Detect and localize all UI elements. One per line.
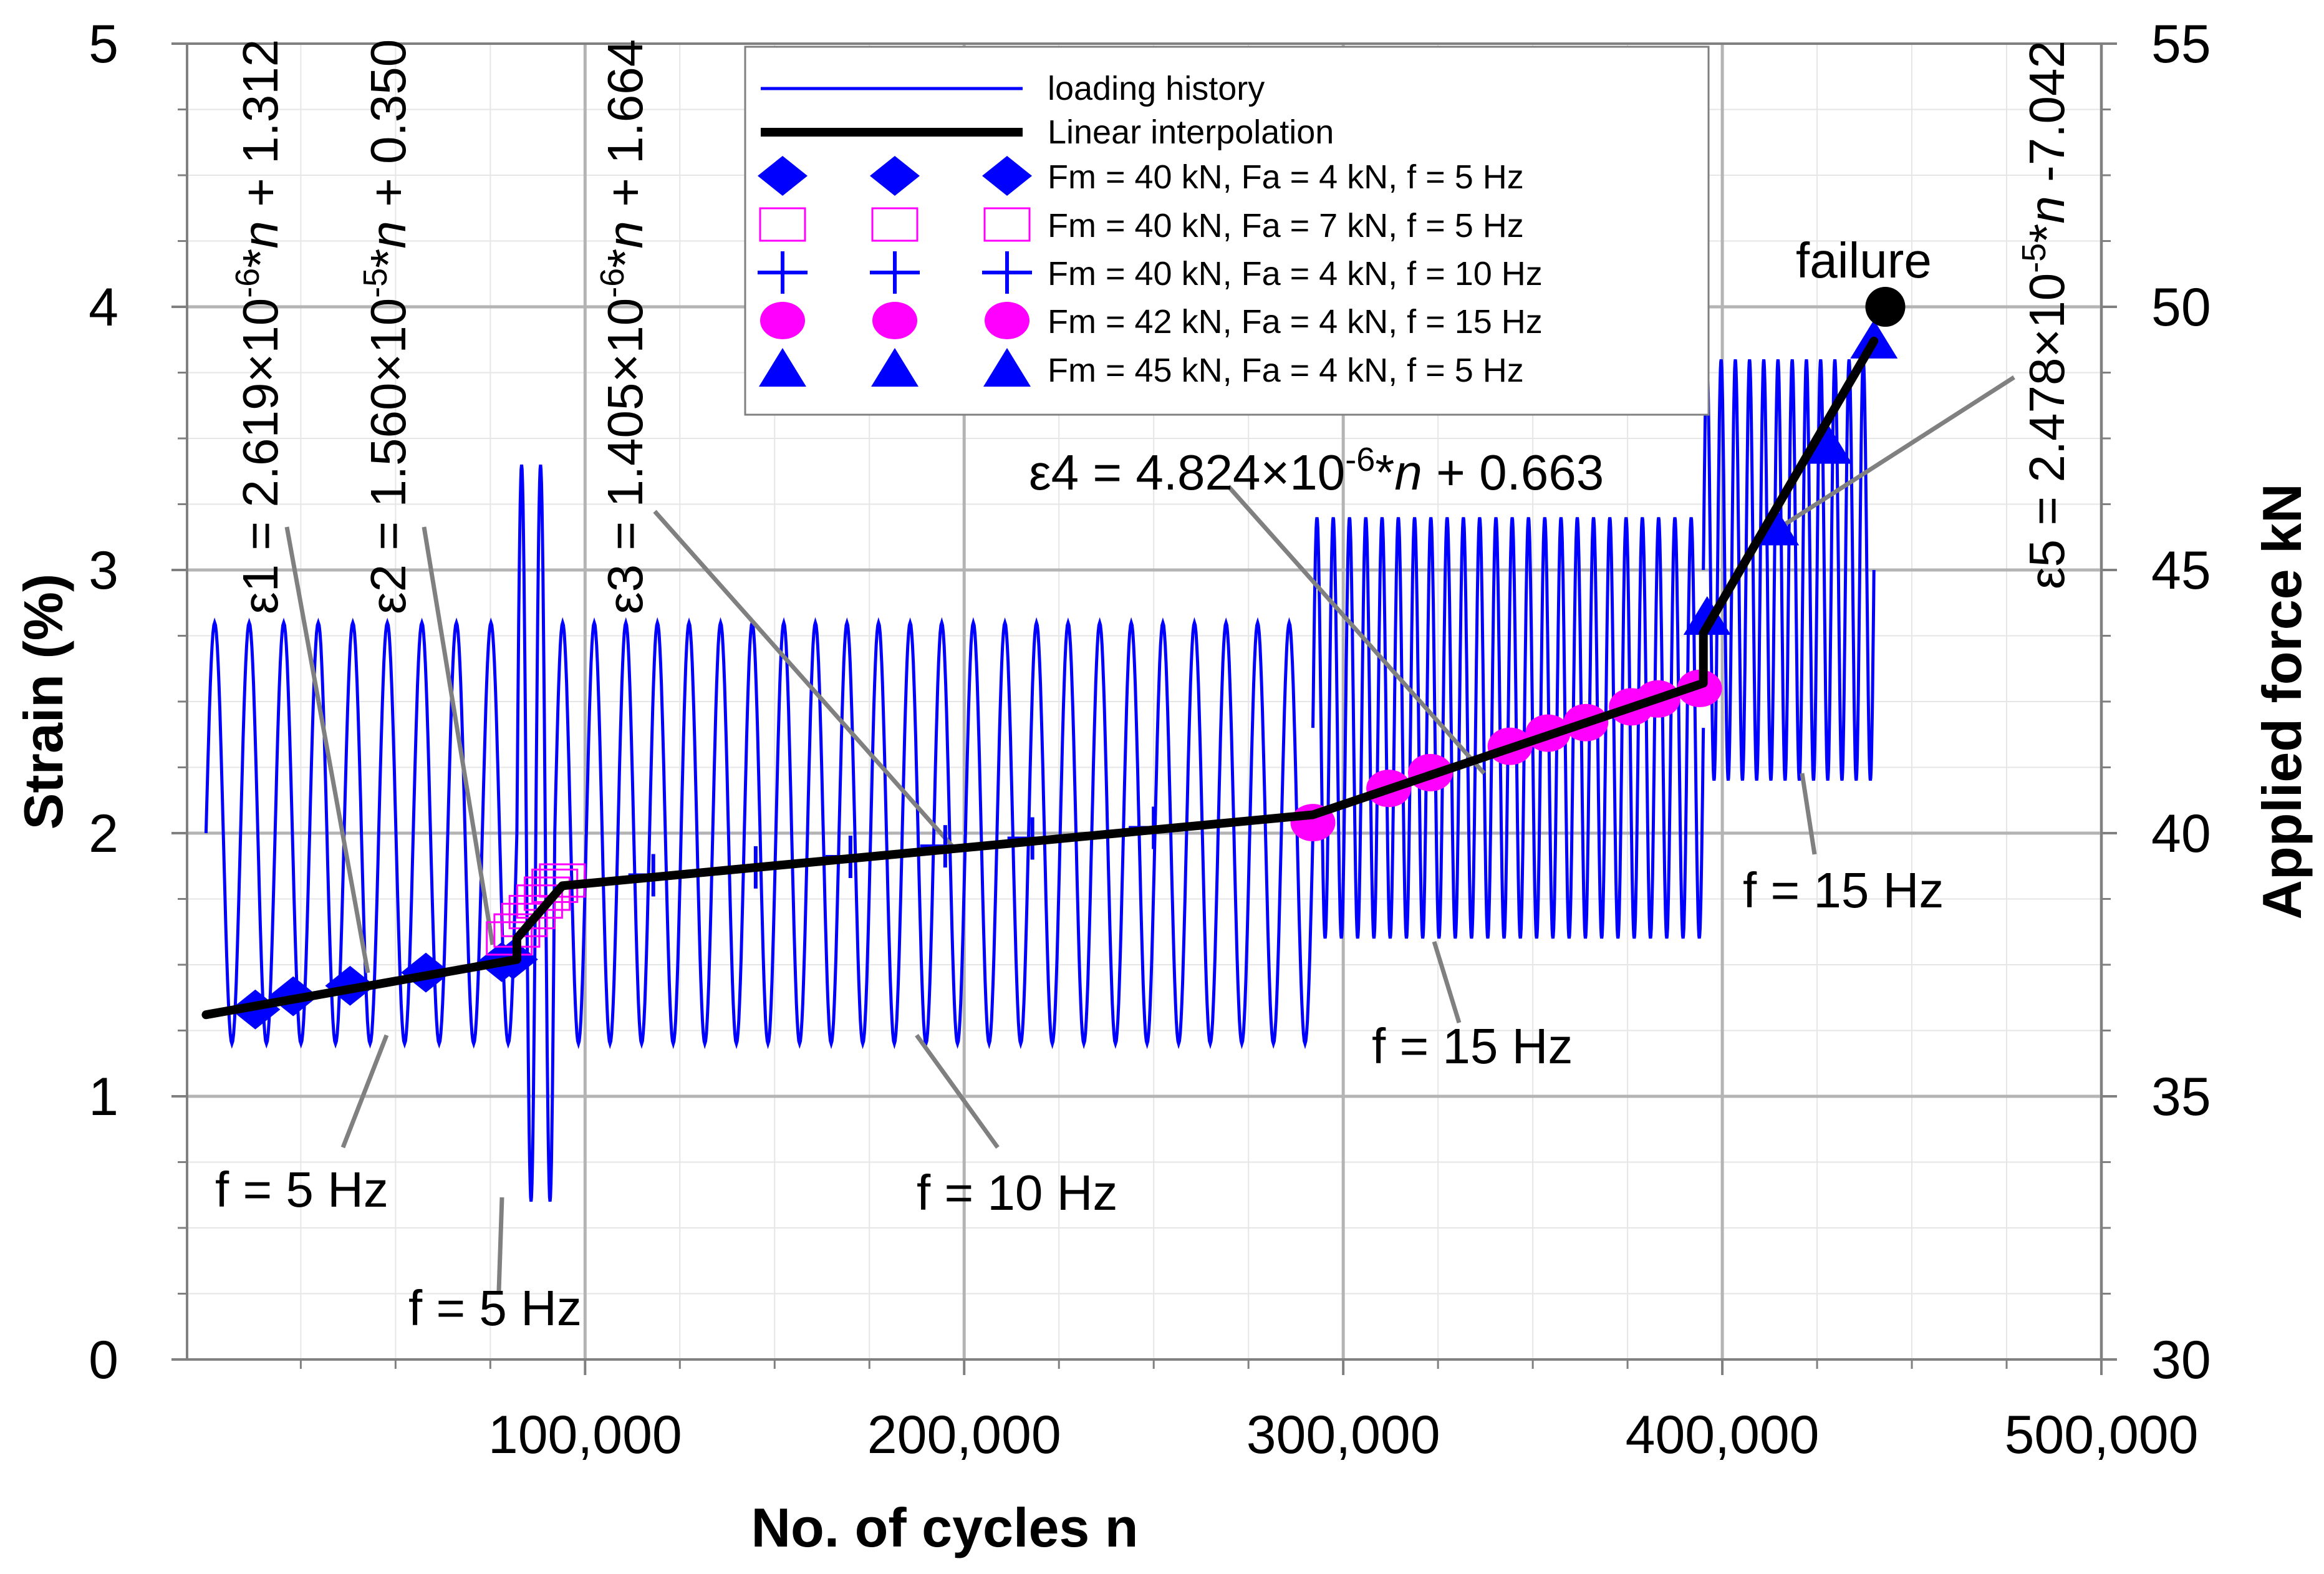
y-right-axis-title: Applied force kN — [2251, 483, 2313, 919]
equation-eps1: ε1 = 2.619×10-6*n + 1.312 — [229, 39, 288, 614]
equation-eps2: ε2 = 1.560×10-5*n + 0.350 — [357, 39, 416, 614]
triangle-marker — [759, 348, 806, 387]
leader-line — [340, 1034, 389, 1149]
equation-eps3: ε3 = 1.405×10-6*n + 1.664 — [594, 39, 653, 614]
diamond-marker — [870, 156, 920, 196]
interpolation-line — [201, 336, 1879, 1020]
circle-marker — [985, 302, 1029, 339]
y-left-tick-label: 4 — [89, 278, 118, 337]
y-right-tick-label: 50 — [2151, 278, 2211, 337]
y-left-axis-title: Strain (%) — [12, 574, 74, 830]
leader-line — [915, 1033, 1000, 1149]
axis-ticks: 100,000 200,000 300,000 400,000 500,000 0 1 2 3 4… — [89, 14, 2211, 1465]
leader-line — [496, 1197, 504, 1292]
leader-line — [1227, 485, 1486, 775]
y-right-tick-label: 40 — [2151, 804, 2211, 864]
legend-box — [744, 46, 1710, 416]
annotation-f15hz-middle: f = 15 Hz — [1372, 1018, 1573, 1074]
x-tick-label: 300,000 — [1246, 1405, 1440, 1465]
annotation-f5hz-bottom: f = 5 Hz — [408, 1280, 582, 1336]
y-left-tick-label: 3 — [89, 541, 118, 601]
legend-label: Fm = 45 kN, Fa = 4 kN, f = 5 Hz — [1048, 352, 1524, 389]
x-tick-label: 500,000 — [2005, 1405, 2199, 1465]
leader-line — [1770, 375, 2015, 535]
equation-eps4: ε4 = 4.824×10-6*n + 0.663 — [1029, 441, 1604, 500]
plus-marker — [870, 251, 920, 294]
circle-marker — [872, 302, 917, 339]
square-marker — [759, 207, 806, 242]
y-left-tick-label: 5 — [89, 14, 118, 74]
leader-line — [284, 526, 370, 973]
legend-label: Fm = 40 kN, Fa = 7 kN, f = 5 Hz — [1048, 207, 1524, 244]
square-marker — [983, 207, 1031, 242]
legend-label: Fm = 42 kN, Fa = 4 kN, f = 15 Hz — [1048, 303, 1543, 340]
legend-label: Fm = 40 kN, Fa = 4 kN, f = 5 Hz — [1048, 158, 1524, 196]
plus-marker — [982, 251, 1032, 294]
loading-history-segment — [204, 617, 519, 1049]
y-left-tick-label: 0 — [89, 1330, 118, 1390]
y-left-tick-label: 1 — [89, 1067, 118, 1127]
y-right-tick-label: 30 — [2151, 1330, 2211, 1390]
legend-label: Linear interpolation — [1048, 113, 1334, 151]
square-marker — [871, 207, 919, 242]
leader-lines — [284, 375, 2015, 1292]
triangle-marker — [1683, 596, 1731, 635]
legend: loading history Linear interpolation Fm = … — [744, 46, 1710, 416]
triangle-marker — [983, 348, 1031, 387]
leader-line — [422, 526, 495, 945]
y-right-tick-label: 45 — [2151, 541, 2211, 601]
x-tick-label: 100,000 — [488, 1405, 682, 1465]
diamond-marker — [758, 156, 808, 196]
triangle-marker — [871, 348, 919, 387]
diamond-marker — [982, 156, 1032, 196]
loading-history-segment — [515, 464, 557, 1202]
x-tick-label: 400,000 — [1626, 1405, 1820, 1465]
annotation-f15hz-right: f = 15 Hz — [1743, 862, 1944, 918]
failure-point — [1865, 287, 1906, 327]
x-tick-label: 200,000 — [867, 1405, 1061, 1465]
leader-line — [653, 509, 956, 850]
loading-history-layer — [204, 359, 1876, 1202]
y-right-tick-label: 55 — [2151, 14, 2211, 74]
circle-marker — [760, 302, 805, 339]
plus-marker — [758, 251, 808, 294]
legend-label: Fm = 40 kN, Fa = 4 kN, f = 10 Hz — [1048, 255, 1543, 292]
annotation-f10hz: f = 10 Hz — [917, 1165, 1117, 1220]
y-right-tick-label: 35 — [2151, 1067, 2211, 1127]
equation-eps5: ε5 = 2.478×10-5*n -7.042 — [2015, 41, 2075, 589]
annotation-f5hz-left: f = 5 Hz — [215, 1162, 388, 1217]
y-left-tick-label: 2 — [89, 804, 118, 864]
loading-history-segment — [553, 617, 1314, 1050]
x-axis-title: No. of cycles n — [751, 1497, 1138, 1558]
leader-line — [1432, 940, 1462, 1024]
interpolation-layer — [201, 287, 1906, 1020]
triangle-marker — [1805, 425, 1853, 464]
annotation-failure: failure — [1796, 233, 1932, 288]
legend-label: loading history — [1048, 70, 1265, 107]
loading-history-segment — [1702, 359, 1876, 781]
leader-line — [1800, 773, 1817, 855]
